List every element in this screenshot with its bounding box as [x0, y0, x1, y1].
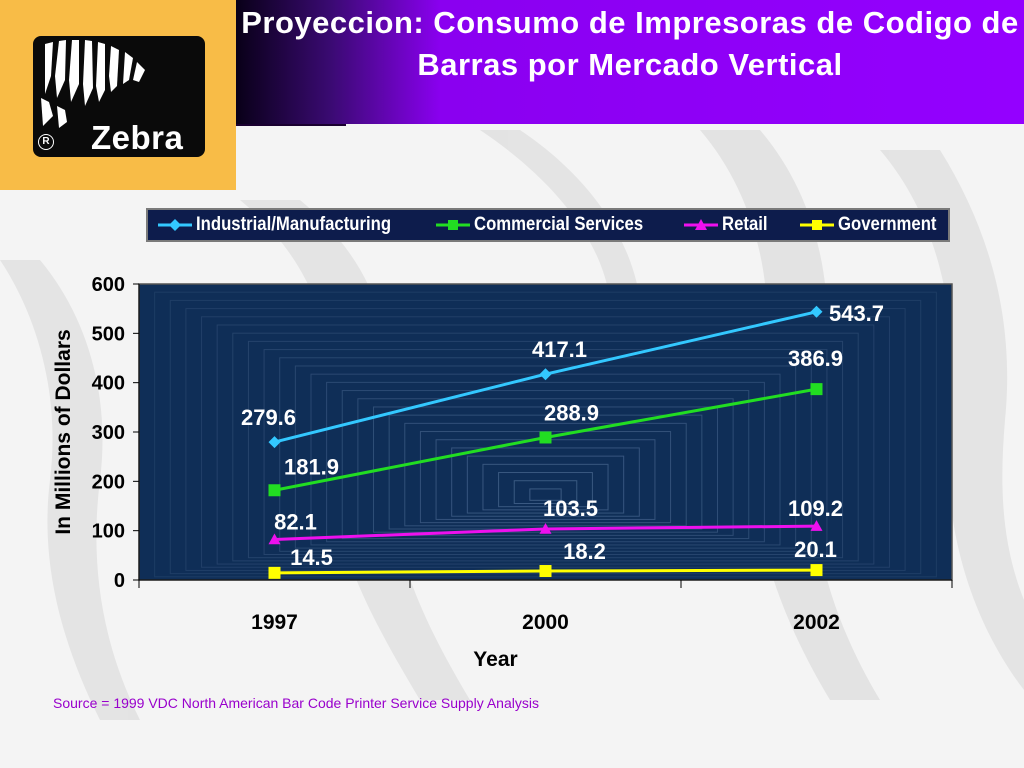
y-tick-label: 200	[92, 471, 125, 493]
data-label: 417.1	[532, 337, 587, 362]
slide-title: Proyeccion: Consumo de Impresoras de Cod…	[241, 5, 1019, 82]
y-tick-label: 300	[92, 422, 125, 444]
legend-swatch-icon	[800, 220, 834, 230]
chart-legend: Industrial/Manufacturing Commercial Servi…	[146, 208, 950, 242]
legend-item: Government	[800, 210, 950, 240]
data-point	[810, 383, 823, 396]
plot-texture-ring	[294, 365, 797, 549]
y-tick-label: 500	[92, 323, 125, 345]
y-tick-label: 0	[114, 570, 125, 592]
plot-texture-ring	[232, 332, 859, 562]
data-label: 279.6	[241, 405, 296, 430]
legend-label: Retail	[722, 214, 768, 235]
legend-item: Industrial/Manufacturing	[158, 210, 418, 240]
legend-swatch-icon	[158, 219, 192, 231]
y-axis-title: In Millions of Dollars	[52, 329, 75, 534]
data-label: 14.5	[290, 545, 333, 570]
data-label: 181.9	[284, 454, 339, 479]
plot-texture-ring	[357, 398, 734, 536]
data-point	[810, 520, 823, 531]
legend-label: Commercial Services	[474, 214, 644, 235]
zebra-head-icon	[41, 40, 145, 128]
data-point	[539, 368, 552, 381]
data-point	[268, 566, 281, 579]
zebra-logo: R Zebra	[33, 36, 205, 157]
y-tick-label: 100	[92, 521, 125, 543]
plot-texture-ring	[279, 357, 812, 552]
plot-texture-ring	[341, 390, 750, 540]
data-label: 543.7	[829, 301, 884, 326]
data-point	[268, 533, 281, 545]
plot-texture-ring	[263, 349, 828, 555]
title-banner-underline	[236, 124, 346, 126]
data-point	[539, 431, 552, 444]
legend-label: Industrial/Manufacturing	[196, 214, 392, 235]
data-label: 103.5	[543, 496, 598, 521]
data-label: 18.2	[563, 539, 606, 564]
data-label: 386.9	[788, 346, 843, 371]
data-point	[268, 436, 281, 449]
y-tick-label: 600	[92, 274, 125, 296]
legend-swatch-icon	[436, 220, 470, 230]
x-tick-label: 1997	[251, 611, 298, 634]
legend-label: Government	[838, 214, 937, 235]
plot-texture-ring	[326, 381, 765, 543]
y-tick-label: 400	[92, 373, 125, 395]
data-label: 109.2	[788, 496, 843, 521]
plot-texture-ring	[466, 455, 625, 514]
logo-panel: R Zebra	[0, 0, 236, 190]
x-axis-title: Year	[473, 648, 517, 671]
plot-texture-ring	[498, 472, 593, 508]
plot-texture-ring	[216, 324, 875, 565]
data-label: 82.1	[274, 509, 317, 534]
plot-texture-ring	[482, 463, 609, 511]
legend-swatch-icon	[684, 219, 718, 230]
data-point	[810, 564, 823, 577]
legend-item: Retail	[684, 210, 774, 240]
plot-texture-ring	[247, 340, 844, 559]
data-label: 20.1	[794, 537, 837, 562]
source-note: Source = 1999 VDC North American Bar Cod…	[53, 695, 539, 711]
legend-item: Commercial Services	[436, 210, 666, 240]
title-banner	[236, 0, 1024, 124]
x-tick-label: 2000	[522, 611, 569, 634]
plot-texture-ring	[513, 480, 578, 504]
plot-texture-ring	[529, 488, 562, 501]
data-point	[268, 484, 281, 497]
data-label: 288.9	[544, 400, 599, 425]
data-point	[539, 565, 552, 578]
data-point	[539, 522, 552, 534]
x-tick-label: 2002	[793, 611, 840, 634]
data-point	[810, 305, 823, 318]
plot-texture-ring	[451, 447, 640, 517]
logo-wordmark: Zebra	[91, 119, 184, 156]
registered-mark-icon: R	[38, 134, 54, 150]
